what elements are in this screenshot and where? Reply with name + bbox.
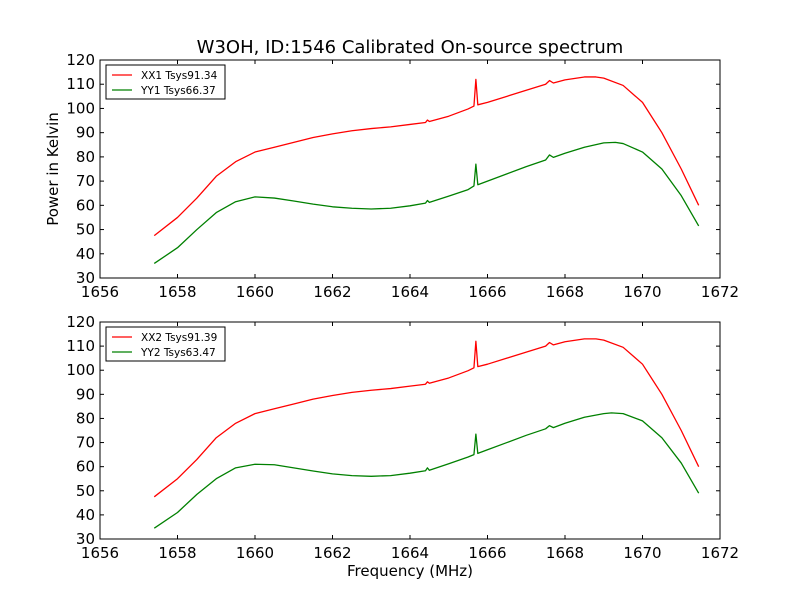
y-tick-label: 60 <box>76 196 95 214</box>
x-tick-label: 1658 <box>158 283 196 301</box>
y-tick-label: 70 <box>76 434 95 452</box>
x-tick-label: 1662 <box>313 283 351 301</box>
y-axis-label: Power in Kelvin <box>44 112 62 226</box>
y-tick-label: 90 <box>76 124 95 142</box>
x-tick-label: 1656 <box>81 544 119 562</box>
y-tick-label: 30 <box>76 269 95 287</box>
y-tick-label: 40 <box>76 245 95 263</box>
x-axis-label: Frequency (MHz) <box>347 562 473 580</box>
legend-label: YY1 Tsys66.37 <box>140 85 216 97</box>
y-tick-label: 120 <box>66 51 95 69</box>
x-tick-label: 1672 <box>701 283 739 301</box>
series-line-yy <box>153 141 700 265</box>
y-tick-label: 110 <box>66 75 95 93</box>
x-tick-label: 1662 <box>313 544 351 562</box>
x-tick-label: 1670 <box>623 283 661 301</box>
legend <box>105 64 226 100</box>
legend-label: XX1 Tsys91.34 <box>141 70 218 82</box>
top-panel: W3OH, ID:1546 Calibrated On-source spect… <box>44 37 739 301</box>
legend-label: XX2 Tsys91.39 <box>141 332 217 344</box>
legend-label: YY2 Tsys63.47 <box>140 347 216 359</box>
x-tick-label: 1672 <box>701 544 739 562</box>
y-tick-label: 50 <box>76 221 95 239</box>
y-tick-label: 40 <box>76 506 95 524</box>
y-tick-label: 120 <box>66 313 95 331</box>
y-tick-label: 100 <box>66 99 95 117</box>
x-tick-label: 1670 <box>623 544 661 562</box>
x-tick-label: 1668 <box>546 283 584 301</box>
bottom-panel: Frequency (MHz) 1656 1658 1660 1662 1664 1666… <box>66 313 739 580</box>
series-line-xx <box>153 76 700 237</box>
x-tick-label: 1660 <box>236 544 274 562</box>
y-tick-label: 30 <box>76 530 95 548</box>
y-tick-label: 110 <box>66 337 95 355</box>
x-tick-label: 1668 <box>546 544 584 562</box>
x-tick-label: 1666 <box>468 544 506 562</box>
x-tick-label: 1666 <box>468 283 506 301</box>
y-tick-label: 100 <box>66 361 95 379</box>
x-tick-label: 1656 <box>81 283 119 301</box>
x-tick-label: 1660 <box>236 283 274 301</box>
x-tick-label: 1664 <box>391 544 429 562</box>
series-line-xx <box>153 338 700 498</box>
y-tick-label: 70 <box>76 172 95 190</box>
y-tick-label: 90 <box>76 385 95 403</box>
legend <box>105 326 226 362</box>
chart-title: W3OH, ID:1546 Calibrated On-source spect… <box>197 37 624 58</box>
series-line-yy <box>153 412 700 529</box>
x-tick-label: 1664 <box>391 283 429 301</box>
y-tick-label: 50 <box>76 482 95 500</box>
top-panel-marks: 1656 1658 1660 1662 1664 1666 1668 1670 1672 30 40… <box>66 51 739 301</box>
y-tick-label: 80 <box>76 409 95 427</box>
bottom-panel-marks: 1656 1658 1660 1662 1664 1666 1668 1670 1672 30 40… <box>66 313 739 562</box>
y-tick-label: 60 <box>76 458 95 476</box>
y-tick-label: 80 <box>76 148 95 166</box>
x-tick-label: 1658 <box>158 544 196 562</box>
